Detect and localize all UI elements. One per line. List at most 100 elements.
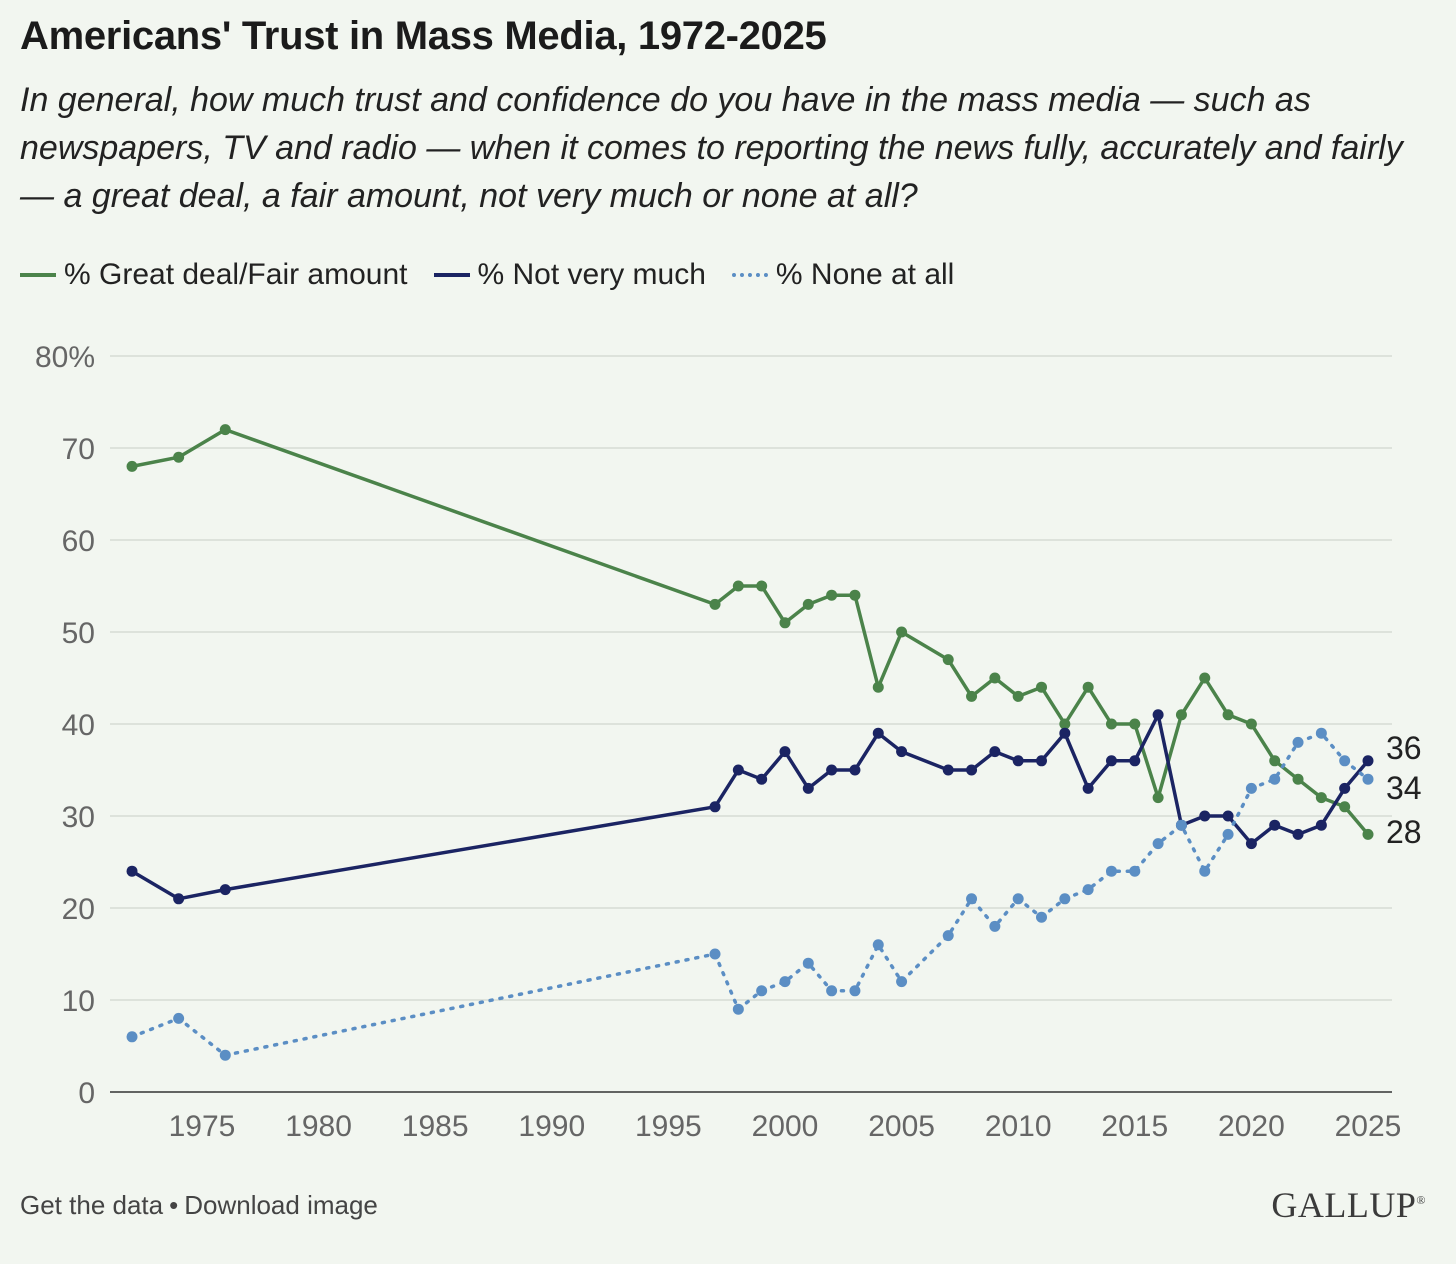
data-point-series-1 bbox=[1362, 755, 1374, 767]
data-point-series-0 bbox=[1315, 792, 1327, 804]
data-point-series-0 bbox=[1339, 801, 1351, 813]
data-point-series-0 bbox=[709, 598, 721, 610]
data-point-series-2 bbox=[1036, 911, 1048, 923]
y-tick-label: 40 bbox=[62, 709, 95, 742]
data-point-series-0 bbox=[1199, 672, 1211, 684]
x-tick-label: 2025 bbox=[1335, 1110, 1402, 1143]
data-point-series-0 bbox=[1082, 681, 1094, 693]
data-point-series-0 bbox=[126, 460, 138, 472]
data-point-series-2 bbox=[802, 957, 814, 969]
data-point-series-0 bbox=[1152, 792, 1164, 804]
data-point-series-1 bbox=[1082, 782, 1094, 794]
legend-label-not-very-much: % Not very much bbox=[477, 258, 706, 291]
data-point-series-0 bbox=[1012, 690, 1024, 702]
legend-item-great-deal: % Great deal/Fair amount bbox=[20, 258, 408, 292]
data-point-series-1 bbox=[1222, 810, 1234, 822]
data-point-series-2 bbox=[1199, 865, 1211, 877]
data-point-series-1 bbox=[126, 865, 138, 877]
data-point-series-2 bbox=[1222, 828, 1234, 840]
data-point-series-0 bbox=[1245, 718, 1257, 730]
data-point-series-2 bbox=[966, 893, 978, 905]
gallup-logo: GALLUP® bbox=[1271, 1184, 1426, 1226]
gallup-logo-text: GALLUP bbox=[1271, 1185, 1417, 1225]
series-line-2 bbox=[130, 731, 1370, 1057]
data-point-series-1 bbox=[1012, 755, 1024, 767]
legend-item-not-very-much: % Not very much bbox=[433, 258, 706, 292]
data-point-series-1 bbox=[779, 746, 791, 758]
data-point-series-0 bbox=[802, 598, 814, 610]
legend-swatch-great-deal bbox=[20, 273, 56, 277]
data-point-series-2 bbox=[1082, 884, 1094, 896]
data-point-series-1 bbox=[1269, 819, 1281, 831]
data-point-series-2 bbox=[732, 1003, 744, 1015]
data-point-series-1 bbox=[732, 764, 744, 776]
data-point-series-2 bbox=[173, 1012, 185, 1024]
chart-subtitle: In general, how much trust and confidenc… bbox=[20, 81, 1403, 215]
data-point-series-0 bbox=[1362, 828, 1374, 840]
data-point-series-2 bbox=[219, 1049, 231, 1061]
download-image-link[interactable]: Download image bbox=[184, 1190, 378, 1220]
footer-separator: • bbox=[169, 1190, 179, 1220]
data-point-series-2 bbox=[1129, 865, 1141, 877]
data-point-series-2 bbox=[1269, 773, 1281, 785]
x-tick-label: 2000 bbox=[752, 1110, 819, 1143]
get-data-link[interactable]: Get the data bbox=[20, 1190, 164, 1220]
data-point-series-1 bbox=[989, 746, 1001, 758]
legend-item-none-at-all: % None at all bbox=[731, 258, 955, 292]
data-point-series-0 bbox=[1129, 718, 1141, 730]
data-point-series-1 bbox=[802, 782, 814, 794]
y-tick-label: 80% bbox=[35, 341, 95, 374]
data-point-series-1 bbox=[896, 746, 908, 758]
y-tick-label: 50 bbox=[62, 617, 95, 650]
data-point-series-2 bbox=[849, 985, 861, 997]
data-point-series-1 bbox=[849, 764, 861, 776]
data-point-series-0 bbox=[826, 589, 838, 601]
data-point-series-0 bbox=[896, 626, 908, 638]
data-point-series-2 bbox=[1059, 893, 1071, 905]
y-tick-label: 30 bbox=[62, 801, 95, 834]
data-point-series-2 bbox=[1339, 755, 1351, 767]
data-point-series-2 bbox=[1152, 838, 1164, 850]
end-value-label: 36 bbox=[1386, 730, 1422, 766]
x-tick-label: 1995 bbox=[635, 1110, 702, 1143]
y-tick-label: 60 bbox=[62, 525, 95, 558]
data-point-series-1 bbox=[1339, 782, 1351, 794]
registered-mark: ® bbox=[1416, 1193, 1426, 1207]
data-point-series-2 bbox=[126, 1031, 138, 1043]
end-value-label: 28 bbox=[1386, 814, 1422, 850]
legend-swatch-none-at-all bbox=[731, 273, 768, 277]
legend-label-none-at-all: % None at all bbox=[775, 258, 955, 291]
end-value-label: 34 bbox=[1386, 770, 1422, 806]
data-point-series-0 bbox=[966, 690, 978, 702]
data-point-series-0 bbox=[756, 580, 768, 592]
data-point-series-1 bbox=[942, 764, 954, 776]
data-point-series-1 bbox=[1315, 819, 1327, 831]
x-tick-label: 1985 bbox=[402, 1110, 469, 1143]
chart-title: Americans' Trust in Mass Media, 1972-202… bbox=[20, 14, 827, 58]
data-point-series-1 bbox=[1105, 755, 1117, 767]
data-point-series-0 bbox=[1269, 755, 1281, 767]
data-point-series-1 bbox=[219, 884, 231, 896]
data-point-series-0 bbox=[1292, 773, 1304, 785]
footer-links: Get the data • Download image bbox=[20, 1190, 378, 1221]
data-point-series-0 bbox=[1105, 718, 1117, 730]
data-point-series-1 bbox=[826, 764, 838, 776]
data-point-series-0 bbox=[849, 589, 861, 601]
data-point-series-0 bbox=[1059, 718, 1071, 730]
data-point-series-0 bbox=[1036, 681, 1048, 693]
data-point-series-0 bbox=[219, 424, 231, 436]
legend: % Great deal/Fair amount % Not very much… bbox=[20, 258, 980, 292]
data-point-series-1 bbox=[1245, 838, 1257, 850]
data-point-series-2 bbox=[709, 948, 721, 960]
data-point-series-0 bbox=[1175, 709, 1187, 721]
data-point-series-2 bbox=[1315, 727, 1327, 739]
data-point-series-1 bbox=[966, 764, 978, 776]
y-tick-label: 70 bbox=[62, 433, 95, 466]
data-point-series-0 bbox=[942, 654, 954, 666]
data-point-series-2 bbox=[1245, 782, 1257, 794]
data-point-series-2 bbox=[942, 930, 954, 942]
x-tick-label: 2020 bbox=[1218, 1110, 1285, 1143]
data-point-series-2 bbox=[1362, 773, 1374, 785]
y-tick-label: 0 bbox=[78, 1077, 95, 1110]
